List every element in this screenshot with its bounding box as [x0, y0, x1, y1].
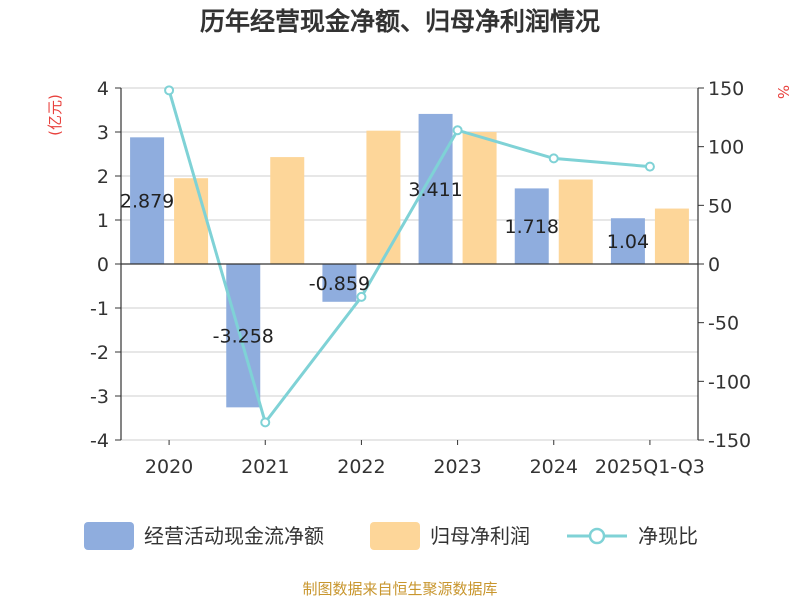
- bar-profit: [462, 132, 497, 264]
- right-tick-label: 50: [708, 195, 732, 217]
- right-axis-unit: %: [774, 85, 792, 99]
- bar-cashflow: [322, 264, 357, 302]
- left-tick-label: -4: [90, 430, 109, 452]
- left-tick-label: 0: [97, 254, 109, 276]
- legend-label-profit: 归母净利润: [430, 524, 530, 548]
- bar-cashflow: [514, 188, 549, 264]
- legend-item-ratio[interactable]: 净现比: [567, 524, 698, 548]
- x-tick-label: 2023: [433, 456, 481, 478]
- source-note: 制图数据来自恒生聚源数据库: [302, 580, 497, 598]
- ratio-point: [260, 417, 271, 428]
- legend-swatch-profit: [370, 522, 420, 550]
- bar-profit: [654, 208, 689, 264]
- right-tick-label: -150: [708, 430, 751, 452]
- x-tick-label: 2025Q1-Q3: [595, 456, 705, 478]
- legend-item-cashflow[interactable]: 经营活动现金流净额: [84, 522, 324, 550]
- legend-label-cashflow: 经营活动现金流净额: [144, 524, 324, 548]
- right-tick-label: 100: [708, 137, 744, 159]
- left-tick-label: 1: [97, 210, 109, 232]
- data-label-cashflow: 1.04: [607, 231, 649, 253]
- x-tick-label: 2022: [337, 456, 385, 478]
- legend-marker-ratio: [588, 527, 606, 545]
- left-tick-label: 2: [97, 166, 109, 188]
- x-axis-ticks: 2020 2021 2022 2023 2024 2025Q1-Q3: [145, 440, 705, 478]
- right-tick-label: -100: [708, 371, 751, 393]
- bar-series: [130, 113, 689, 408]
- bar-profit: [558, 179, 593, 264]
- ratio-line-series: [164, 85, 655, 428]
- ratio-point: [548, 153, 559, 164]
- ratio-point: [164, 85, 175, 96]
- data-label-cashflow: -3.258: [213, 326, 274, 348]
- x-tick-label: 2020: [145, 456, 193, 478]
- right-tick-label: 150: [708, 78, 744, 100]
- ratio-line: [167, 89, 651, 426]
- x-tick-label: 2021: [241, 456, 289, 478]
- ratio-point: [356, 291, 367, 302]
- right-axis-ticks: 150 100 50 0 -50 -100 -150: [698, 78, 751, 452]
- data-label-cashflow: 3.411: [408, 179, 462, 201]
- axes: [120, 88, 699, 440]
- left-tick-label: 3: [97, 122, 109, 144]
- ratio-point: [452, 125, 463, 136]
- left-tick-label: -1: [90, 298, 109, 320]
- right-tick-label: 0: [708, 254, 720, 276]
- data-labels: 2.879 -3.258 -0.859 3.411 1.718 1.04: [120, 179, 649, 348]
- data-label-cashflow: -0.859: [309, 273, 370, 295]
- bar-profit: [270, 157, 305, 264]
- x-tick-label: 2024: [530, 456, 578, 478]
- bar-cashflow: [610, 218, 645, 264]
- left-axis-ticks: 4 3 2 1 0 -1 -2 -3 -4: [90, 78, 121, 452]
- legend: 经营活动现金流净额 归母净利润 净现比: [84, 522, 698, 550]
- left-tick-label: -3: [90, 386, 109, 408]
- left-axis-unit: (亿元): [46, 94, 64, 136]
- ratio-point: [644, 161, 655, 172]
- bar-cashflow: [130, 137, 165, 264]
- legend-item-profit[interactable]: 归母净利润: [370, 522, 530, 550]
- right-tick-label: -50: [708, 313, 739, 335]
- data-label-cashflow: 1.718: [505, 216, 559, 238]
- chart-title: 历年经营现金净额、归母净利润情况: [200, 7, 600, 36]
- legend-swatch-cashflow: [84, 522, 134, 550]
- data-label-cashflow: 2.879: [120, 191, 174, 213]
- legend-label-ratio: 净现比: [638, 524, 698, 548]
- bar-profit: [366, 130, 401, 264]
- bar-profit: [174, 178, 209, 264]
- left-tick-label: 4: [97, 78, 109, 100]
- left-tick-label: -2: [90, 342, 109, 364]
